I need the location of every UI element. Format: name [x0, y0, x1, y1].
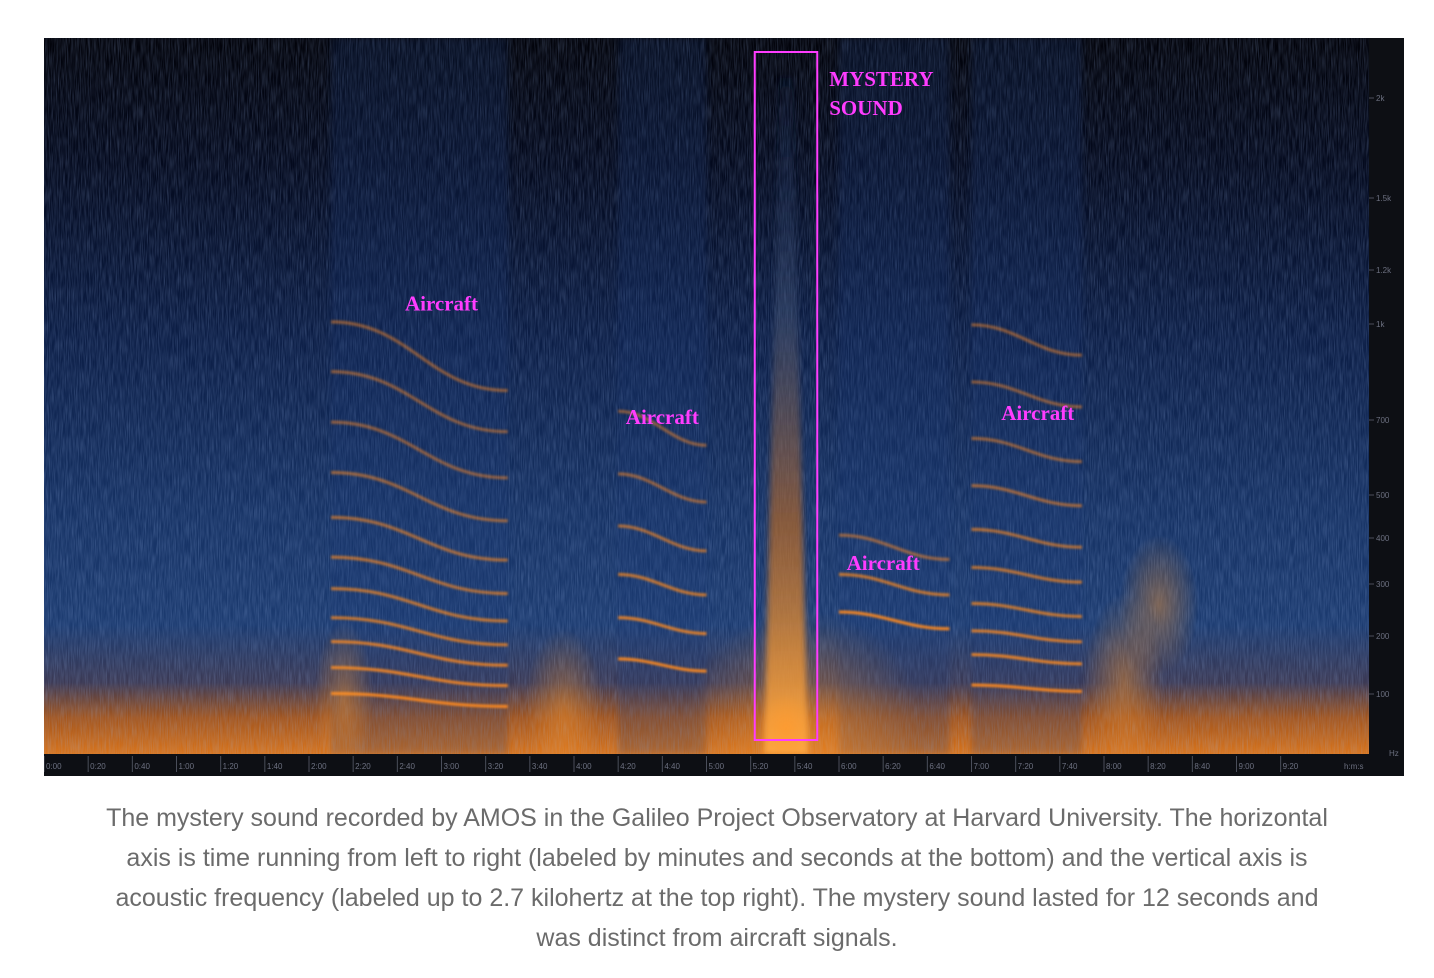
mystery-sound-box: [753, 51, 819, 741]
aircraft-label: Aircraft: [1001, 401, 1074, 425]
mystery-sound-label-line: MYSTERY: [829, 67, 933, 91]
aircraft-harmonic-line: [331, 470, 508, 523]
y-unit-label: Hz: [1389, 749, 1399, 758]
x-tick-label: 2:00: [311, 762, 327, 771]
y-tick-label: 100: [1376, 690, 1390, 699]
annotations: Aircraft Aircraft Aircraft Aircraft MYSTERY S…: [405, 67, 1074, 575]
aircraft-harmonic-line: [971, 683, 1082, 693]
mystery-sound-label-line: SOUND: [829, 96, 903, 120]
aircraft-harmonics: [331, 320, 1082, 709]
x-tick-label: 0:00: [46, 762, 62, 771]
aircraft-harmonic-line: [971, 527, 1082, 549]
mystery-sound-core: [760, 694, 812, 762]
y-tick-label: 500: [1376, 491, 1390, 500]
frequency-axis: 2k 1.5k 1.2k 1k 700 500 400 300 200 100 Hz: [1369, 94, 1399, 758]
x-tick-label: 5:00: [709, 762, 725, 771]
aircraft-harmonic-line: [838, 572, 950, 597]
aircraft-harmonic-line: [971, 629, 1082, 644]
y-tick-label: 1.2k: [1376, 266, 1392, 275]
mystery-sound-column: [764, 78, 808, 754]
x-tick-label: 9:00: [1239, 762, 1255, 771]
caption-line: axis is time running from left to right …: [126, 844, 1308, 872]
y-tick-label: 1.5k: [1376, 194, 1392, 203]
aircraft-harmonic-line: [838, 610, 950, 631]
x-tick-label: 7:40: [1062, 762, 1078, 771]
x-unit-label: h:m:s: [1344, 762, 1364, 771]
y-tick-label: 300: [1376, 580, 1390, 589]
aircraft-harmonic-line: [331, 320, 508, 393]
aircraft-harmonic-line: [618, 615, 707, 636]
aircraft-harmonic-line: [331, 515, 508, 562]
aircraft-harmonic-line: [618, 657, 707, 673]
y-tick-label: 700: [1376, 416, 1390, 425]
low-frequency-glow: [524, 629, 604, 776]
mystery-sound-signal: [753, 51, 819, 762]
x-tick-label: 8:40: [1194, 762, 1210, 771]
aircraft-noise-band: [618, 38, 707, 754]
aircraft-harmonic-line: [971, 652, 1082, 666]
caption-line: The mystery sound recorded by AMOS in th…: [106, 804, 1328, 832]
x-tick-label: 3:40: [532, 762, 548, 771]
x-tick-label: 2:40: [399, 762, 415, 771]
aircraft-label: Aircraft: [405, 292, 478, 316]
x-tick-label: 1:40: [267, 762, 283, 771]
x-tick-label: 0:20: [90, 762, 106, 771]
spectrogram-chart: Aircraft Aircraft Aircraft Aircraft MYSTERY S…: [44, 38, 1404, 776]
aircraft-harmonic-line: [618, 524, 707, 553]
y-tick-label: 200: [1376, 632, 1390, 641]
x-tick-label: 6:20: [885, 762, 901, 771]
x-tick-label: 5:40: [797, 762, 813, 771]
aircraft-harmonic-line: [838, 533, 950, 562]
time-axis: 0:00 0:20 0:40 1:00 1:20 1:40 2:00 2:20 2:40 3:00…: [44, 756, 1364, 772]
x-tick-label: 7:00: [974, 762, 990, 771]
x-tick-label: 4:40: [664, 762, 680, 771]
low-frequency-glow: [314, 620, 374, 776]
x-tick-label: 1:00: [179, 762, 195, 771]
aircraft-harmonic-line: [331, 555, 508, 596]
x-tick-label: 3:00: [444, 762, 460, 771]
x-tick-label: 8:20: [1150, 762, 1166, 771]
aircraft-harmonic-line: [618, 572, 707, 597]
figure-caption: The mystery sound recorded by AMOS in th…: [40, 798, 1394, 958]
aircraft-harmonic-line: [618, 409, 707, 447]
x-tick-label: 2:20: [355, 762, 371, 771]
x-tick-label: 1:20: [223, 762, 239, 771]
x-tick-label: 5:20: [753, 762, 769, 771]
x-tick-label: 8:00: [1106, 762, 1122, 771]
aircraft-harmonic-line: [971, 565, 1082, 584]
x-tick-label: 9:20: [1283, 762, 1299, 771]
aircraft-harmonic-line: [971, 601, 1082, 619]
bottom-axis-panel: [44, 754, 1404, 776]
aircraft-label: Aircraft: [847, 551, 920, 575]
caption-line: acoustic frequency (labeled up to 2.7 ki…: [115, 884, 1319, 912]
aircraft-harmonic-line: [971, 436, 1082, 464]
mystery-sound-label: MYSTERY SOUND: [829, 67, 933, 120]
low-frequency-glow: [1119, 534, 1199, 675]
y-tick-label: 2k: [1376, 94, 1385, 103]
aircraft-label: Aircraft: [626, 405, 699, 429]
y-tick-label: 1k: [1376, 320, 1385, 329]
x-tick-label: 6:40: [929, 762, 945, 771]
aircraft-harmonic-line: [331, 586, 508, 623]
aircraft-harmonic-line: [971, 323, 1082, 357]
aircraft-harmonic-line: [618, 472, 707, 504]
aircraft-harmonic-line: [331, 370, 508, 434]
x-tick-label: 6:00: [841, 762, 857, 771]
x-tick-label: 3:20: [488, 762, 504, 771]
x-tick-label: 4:00: [576, 762, 592, 771]
caption-line: was distinct from aircraft signals.: [536, 924, 898, 952]
x-tick-label: 0:40: [134, 762, 150, 771]
y-tick-label: 400: [1376, 534, 1390, 543]
aircraft-harmonic-line: [331, 616, 508, 647]
right-axis-panel: [1369, 38, 1404, 776]
aircraft-harmonic-line: [971, 380, 1082, 409]
spectrogram-figure: Aircraft Aircraft Aircraft Aircraft MYSTERY S…: [44, 38, 1404, 776]
x-tick-label: 7:20: [1018, 762, 1034, 771]
aircraft-harmonic-line: [971, 484, 1082, 508]
aircraft-harmonic-line: [331, 420, 508, 480]
x-tick-label: 4:20: [620, 762, 636, 771]
